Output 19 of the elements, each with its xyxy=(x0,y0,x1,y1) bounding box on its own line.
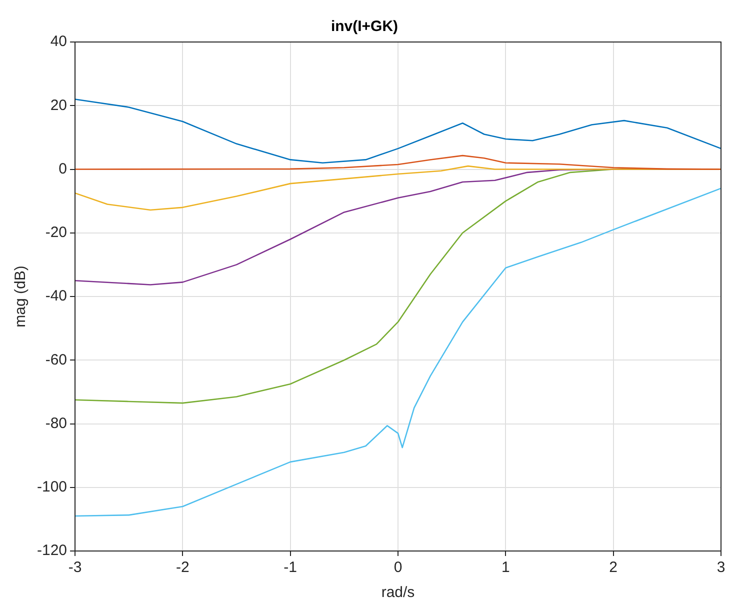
y-tick-label: 40 xyxy=(50,33,68,50)
x-tick-label: 3 xyxy=(716,559,726,576)
y-tick-label: -80 xyxy=(45,414,68,432)
x-axis-title: rad/s xyxy=(381,584,415,602)
x-tick-label: 2 xyxy=(609,559,618,576)
chart-title: inv(I+GK) xyxy=(330,18,398,36)
y-tick-label: -40 xyxy=(45,288,68,305)
x-tick-label: -1 xyxy=(284,559,298,576)
y-tick-label: -20 xyxy=(45,224,68,242)
x-tick-label: -3 xyxy=(68,559,82,576)
y-tick-label: 0 xyxy=(58,160,68,178)
y-tick-label: -100 xyxy=(36,478,68,496)
y-tick-label: -120 xyxy=(36,542,68,560)
y-tick-label: 20 xyxy=(50,96,68,114)
x-tick-label: -2 xyxy=(176,559,190,576)
x-tick-label: 0 xyxy=(394,559,402,576)
x-tick-label: 1 xyxy=(502,559,510,576)
y-tick-label: -60 xyxy=(45,351,68,368)
y-axis-title: mag (dB) xyxy=(12,266,30,328)
